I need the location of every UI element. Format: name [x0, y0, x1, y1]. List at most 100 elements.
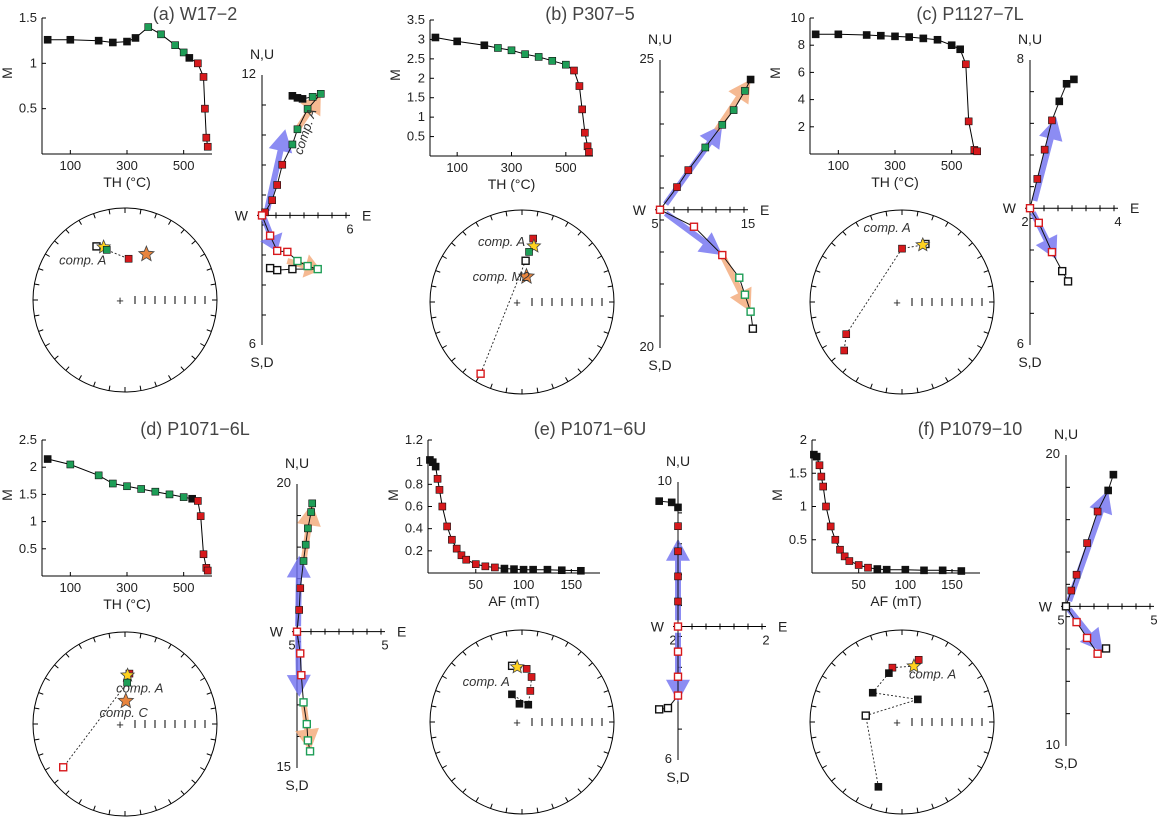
y-tick-label: 1.2 — [405, 432, 423, 447]
horizontal-point — [268, 196, 276, 204]
stereo-point-lower — [842, 330, 851, 339]
demag-point — [471, 560, 480, 568]
vertical-point — [654, 705, 664, 714]
horizontal-point — [1040, 145, 1049, 154]
demag-point — [194, 497, 202, 505]
azimuth-tick — [916, 631, 919, 637]
y-tick-label: 1 — [416, 454, 423, 469]
east-label: E — [362, 207, 371, 223]
azimuth-tick — [168, 799, 172, 804]
azimuth-tick — [490, 215, 493, 221]
horizontal-point — [1109, 470, 1118, 479]
azimuth-tick — [987, 316, 993, 319]
y-tick-label: 2 — [800, 432, 807, 447]
vertical-point — [1047, 247, 1057, 257]
stereo-path — [865, 659, 920, 787]
azimuth-tick — [831, 242, 836, 247]
center-cross: + — [893, 295, 901, 310]
panel-6: (f) P1079−10 50 100 150 0.5 1 1.5 2 AF (mT) M N,U S… — [769, 419, 1157, 815]
component-label: comp. A — [59, 253, 106, 268]
azimuth-tick — [885, 211, 888, 217]
demag-point — [510, 565, 518, 573]
component-label: comp. A — [463, 674, 510, 689]
vertical-point — [1082, 633, 1092, 643]
west-label: W — [633, 202, 647, 218]
horizontal-point — [273, 181, 282, 189]
azimuth-tick — [855, 222, 859, 227]
south-down-label: S,D — [648, 357, 671, 373]
east-scale: 2 — [762, 633, 769, 648]
azimuth-tick — [983, 270, 989, 273]
demag-point — [452, 544, 461, 553]
west-scale: 5 — [1057, 612, 1064, 627]
x-tick-label: 100 — [59, 158, 81, 173]
azimuth-tick — [45, 677, 50, 681]
mean-direction-star-yellow — [915, 236, 931, 252]
north-up-label: N,U — [250, 46, 274, 62]
azimuth-tick — [435, 690, 441, 693]
demag-point — [144, 23, 153, 31]
azimuth-tick — [154, 381, 157, 387]
azimuth-tick — [607, 705, 613, 708]
mean-direction-star-orange — [117, 691, 135, 709]
demag-point — [581, 128, 589, 137]
azimuth-tick — [822, 675, 827, 679]
mean-direction-star-yellow — [509, 658, 525, 674]
demag-point — [905, 33, 913, 41]
demag-point — [811, 30, 820, 39]
vertical-point — [740, 290, 750, 299]
stereo-point-lower — [525, 248, 533, 256]
component-label: comp. M2 — [473, 269, 531, 284]
south-down-label: S,D — [285, 777, 308, 793]
azimuth-tick — [505, 211, 508, 217]
y-tick-label: 1 — [800, 499, 807, 514]
horizontal-point — [1067, 586, 1076, 595]
horizontal-point — [296, 584, 305, 592]
vertical-point — [748, 324, 758, 333]
azimuth-tick — [597, 765, 602, 769]
demag-line — [429, 459, 581, 572]
demag-point — [123, 482, 131, 491]
demag-plot: 50 100 150 0.5 1 1.5 2 AF (mT) M — [769, 432, 980, 609]
x-tick-label: 300 — [884, 158, 906, 173]
azimuth-tick — [38, 692, 44, 695]
component-label: comp. A — [909, 666, 956, 681]
x-tick-label: 500 — [173, 580, 195, 595]
demag-plot: 50 100 150 0.2 0.4 0.6 0.8 1 1.2 AF (mT) M — [385, 432, 600, 609]
azimuth-tick — [551, 803, 554, 809]
north-scale: 25 — [640, 51, 654, 66]
azimuth-tick — [54, 355, 59, 360]
demag-plot: 100 300 500 0.5 1 1.5 2 2.5 3 3.5 TH (°C) M — [387, 12, 593, 192]
north-up-label: N,U — [648, 31, 672, 47]
x-tick-label: 150 — [560, 577, 582, 592]
east-scale: 5 — [1150, 612, 1157, 627]
azimuth-tick — [588, 357, 593, 362]
azimuth-tick — [54, 664, 59, 669]
azimuth-tick — [154, 805, 157, 811]
demag-point — [947, 41, 956, 50]
demag-point — [109, 38, 117, 47]
azimuth-tick — [815, 270, 821, 273]
azimuth-tick — [65, 229, 70, 234]
y-tick-label: 1.5 — [789, 465, 807, 480]
y-tick-label: 0.5 — [19, 101, 37, 116]
zijderveld-plot: N,US,DWE201055 — [1039, 426, 1157, 771]
azimuth-tick — [977, 675, 982, 679]
x-tick-label: 150 — [941, 577, 963, 592]
azimuth-tick — [987, 285, 993, 288]
azimuth-tick — [210, 707, 216, 710]
azimuth-tick — [842, 368, 847, 373]
azimuth-tick — [977, 255, 982, 259]
azimuth-tick — [968, 777, 973, 782]
horizontal-point — [701, 143, 710, 152]
horizontal-point — [295, 606, 303, 614]
horizontal-point — [1070, 75, 1078, 84]
vertical-point — [283, 247, 292, 257]
panel-title: (a) W17−2 — [153, 4, 238, 24]
stereonet: + comp. A comp. C — [32, 631, 218, 817]
demag-point — [826, 522, 835, 531]
vertical-point — [746, 307, 755, 316]
stereo-point-upper — [59, 763, 68, 772]
demag-point — [962, 60, 970, 69]
